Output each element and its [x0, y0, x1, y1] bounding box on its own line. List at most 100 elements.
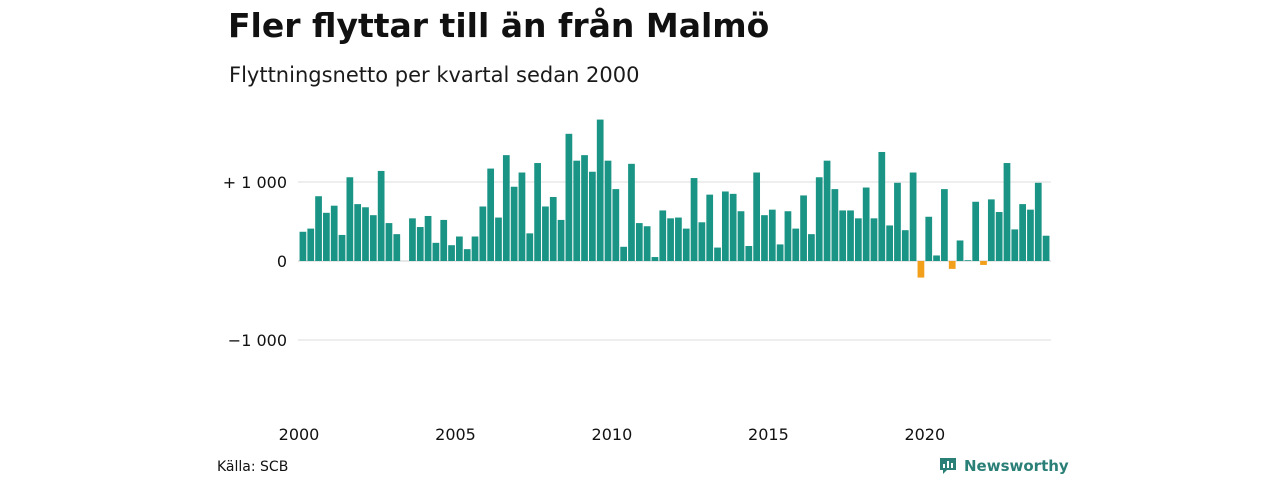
bar — [815, 177, 823, 261]
bar — [1042, 235, 1050, 261]
bar — [354, 204, 362, 261]
bar — [620, 246, 628, 261]
bar — [573, 160, 581, 261]
bar — [487, 168, 495, 261]
bar — [964, 260, 972, 261]
y-tick-label: + 1 000 — [223, 173, 287, 192]
bar — [831, 189, 839, 261]
bar — [549, 197, 557, 261]
bar — [589, 171, 596, 261]
bar — [854, 218, 862, 261]
bar — [1003, 163, 1011, 261]
bar — [878, 151, 886, 261]
bar — [706, 194, 714, 261]
bars — [299, 119, 1050, 278]
bar — [651, 257, 659, 261]
bar — [800, 195, 807, 261]
bar — [682, 228, 690, 261]
bar — [941, 189, 948, 261]
bar — [565, 133, 573, 261]
source-note: Källa: SCB — [217, 459, 289, 475]
bar — [369, 215, 377, 261]
bar — [604, 160, 612, 261]
bar — [643, 226, 651, 261]
bar — [1034, 182, 1042, 261]
bar — [729, 193, 737, 261]
bar — [628, 163, 635, 261]
bar — [933, 255, 940, 261]
bar — [972, 201, 980, 261]
newsworthy-logo-icon — [940, 458, 956, 474]
bar — [424, 215, 432, 261]
bar — [307, 228, 315, 261]
x-tick-label: 2020 — [904, 425, 945, 444]
x-tick-label: 2005 — [435, 425, 476, 444]
bar — [315, 196, 322, 261]
x-tick-label: 2000 — [279, 425, 320, 444]
bar — [980, 261, 987, 265]
brand-logo: Newsworthy — [938, 456, 1069, 476]
bar — [534, 163, 541, 261]
bar — [409, 218, 416, 261]
bar — [377, 170, 385, 261]
brand-name: Newsworthy — [964, 457, 1069, 475]
bar — [808, 234, 815, 261]
bar — [894, 182, 901, 261]
bar — [557, 219, 565, 261]
y-tick-label: 0 — [277, 252, 287, 271]
bar — [792, 228, 800, 261]
bar — [987, 199, 995, 261]
bar — [948, 261, 956, 269]
bar — [596, 119, 604, 261]
bar — [847, 210, 854, 261]
bar — [338, 234, 346, 261]
bar — [440, 219, 448, 261]
bar — [659, 210, 667, 261]
bar — [956, 240, 964, 261]
bar — [448, 245, 455, 261]
x-tick-label: 2015 — [748, 425, 789, 444]
chart-title: Fler flyttar till än från Malmö — [228, 6, 770, 45]
bar — [886, 225, 893, 261]
bar — [471, 236, 479, 261]
bar — [839, 210, 847, 261]
bar — [542, 206, 549, 261]
bar — [502, 155, 510, 261]
bar — [768, 209, 776, 261]
bar — [667, 218, 674, 261]
bar — [1011, 229, 1019, 261]
bar — [1027, 209, 1034, 261]
bar — [721, 191, 729, 261]
axes: + 1 000 0 −1 000 2000 2005 2010 2015 2020 — [223, 173, 945, 444]
bar — [753, 172, 761, 261]
bar — [917, 261, 925, 278]
y-tick-label: −1 000 — [228, 331, 287, 350]
bar — [909, 172, 917, 261]
bar — [393, 234, 401, 261]
bar — [330, 205, 338, 261]
bar — [925, 216, 933, 261]
bar — [1019, 204, 1026, 261]
bar — [823, 160, 831, 261]
bar — [385, 223, 393, 261]
bar — [362, 207, 369, 261]
bar — [862, 187, 870, 261]
bar — [518, 172, 526, 261]
bar — [901, 230, 909, 261]
bar — [510, 186, 518, 261]
bar — [299, 231, 307, 261]
bar — [635, 223, 643, 261]
bar — [690, 178, 698, 261]
bar — [995, 212, 1003, 261]
bar — [463, 249, 471, 261]
bar — [526, 233, 534, 261]
bar — [456, 236, 463, 261]
bar — [323, 212, 330, 261]
bar — [675, 217, 682, 261]
bar — [416, 227, 424, 261]
bar — [776, 244, 784, 261]
bar — [612, 189, 620, 261]
bar — [432, 242, 440, 261]
chart-subtitle: Flyttningsnetto per kvartal sedan 2000 — [229, 63, 640, 87]
